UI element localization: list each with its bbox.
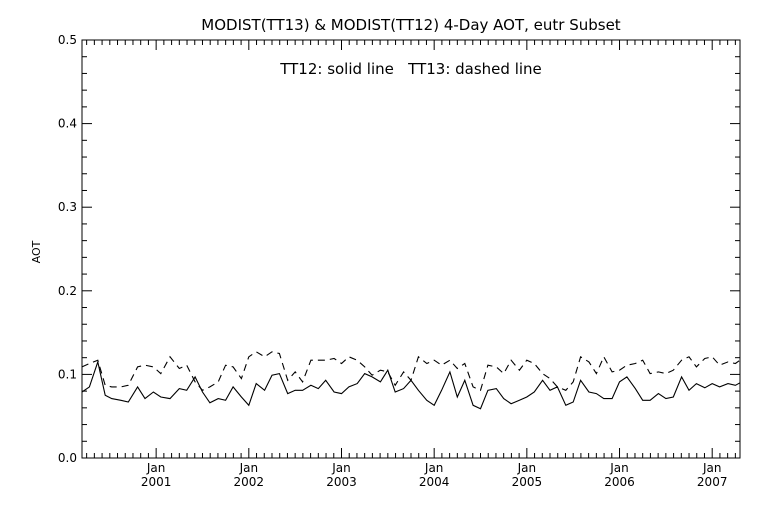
- x-tick-month-label: Jan: [146, 461, 166, 475]
- x-tick-year-label: 2006: [604, 475, 635, 489]
- chart-title: MODIST(TT13) & MODIST(TT12) 4-Day AOT, e…: [201, 16, 621, 34]
- y-tick-label: 0.4: [58, 117, 77, 131]
- x-tick-year-label: 2002: [234, 475, 265, 489]
- x-tick-year-label: 2005: [512, 475, 543, 489]
- series-lines: [81, 351, 741, 410]
- series-line-tt13: [81, 351, 741, 392]
- x-tick-month-label: Jan: [609, 461, 629, 475]
- x-tick-year-label: 2001: [141, 475, 172, 489]
- x-tick-year-label: 2007: [697, 475, 728, 489]
- x-tick-month-label: Jan: [517, 461, 537, 475]
- x-tick-month-label: Jan: [239, 461, 259, 475]
- y-tick-label: 0.2: [58, 284, 77, 298]
- x-tick-year-label: 2004: [419, 475, 450, 489]
- y-tick-label: 0.5: [58, 33, 77, 47]
- x-tick-month-label: Jan: [331, 461, 351, 475]
- y-axis-label: AOT: [30, 240, 43, 263]
- x-tick-month-label: Jan: [702, 461, 722, 475]
- x-tick-year-label: 2003: [326, 475, 357, 489]
- series-line-tt12: [81, 359, 741, 410]
- legend-annotation: TT12: solid line TT13: dashed line: [279, 60, 542, 78]
- y-tick-label: 0.1: [58, 367, 77, 381]
- y-tick-label: 0.3: [58, 200, 77, 214]
- y-tick-label: 0.0: [58, 451, 77, 465]
- x-axis-ticks: Jan2001Jan2002Jan2003Jan2004Jan2005Jan20…: [86, 40, 736, 489]
- plot-frame: [81, 39, 741, 459]
- x-tick-month-label: Jan: [424, 461, 444, 475]
- y-axis-ticks: 0.0 0.1 0.2 0.3 0.4 0.5: [58, 33, 740, 465]
